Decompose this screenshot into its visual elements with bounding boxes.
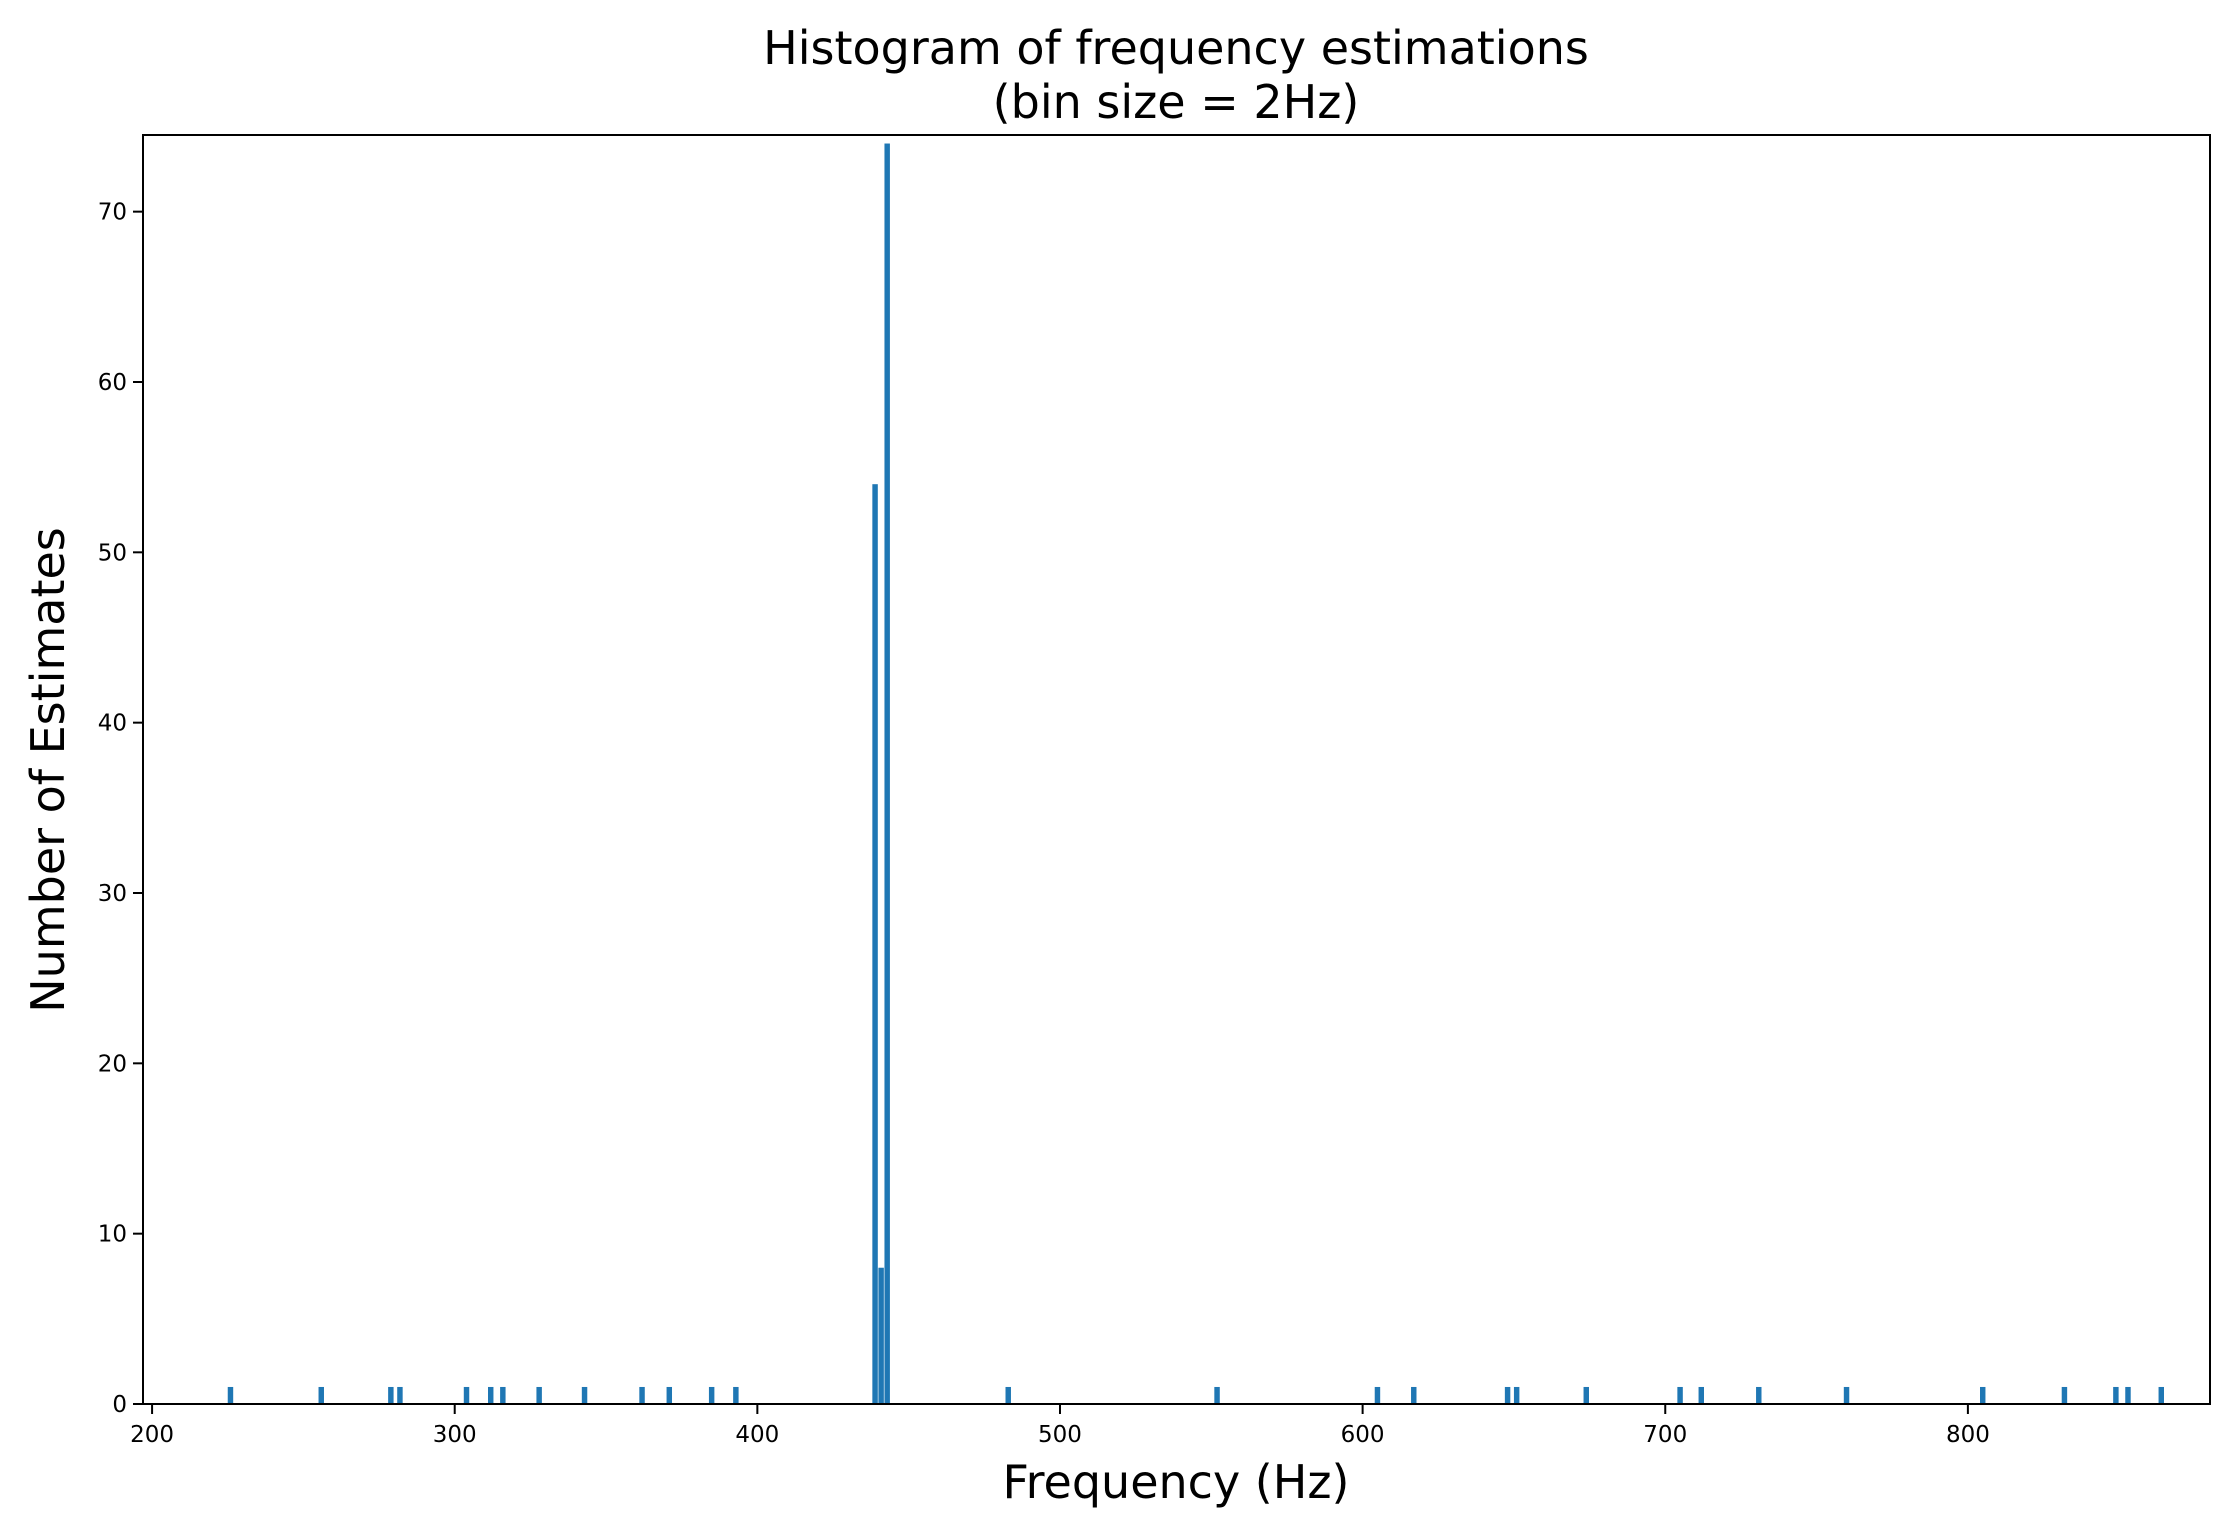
x-tick-label: 700 (1643, 1422, 1687, 1448)
histogram-bar (1504, 1386, 1511, 1404)
chart-subtitle: (bin size = 2Hz) (993, 75, 1360, 129)
histogram-bar (1583, 1386, 1589, 1404)
histogram-bar (1513, 1386, 1520, 1404)
y-tick-label: 70 (98, 200, 127, 226)
x-axis-ticks: 200 300 400 500 600 700 800 (130, 1404, 1990, 1448)
histogram-bar (1756, 1386, 1762, 1404)
histogram-bar (878, 1267, 884, 1404)
y-tick-label: 30 (98, 881, 127, 907)
x-tick-label: 600 (1341, 1422, 1385, 1448)
y-tick-label: 50 (98, 540, 127, 566)
y-tick-label: 0 (112, 1392, 127, 1418)
histogram-bar (2158, 1386, 2164, 1404)
histogram-bar (463, 1386, 470, 1404)
y-tick-label: 10 (98, 1222, 127, 1248)
histogram-bar (227, 1386, 234, 1404)
histogram-bar (1980, 1386, 1986, 1404)
x-tick-label: 400 (735, 1422, 779, 1448)
x-tick-label: 300 (433, 1422, 477, 1448)
histogram-bar (397, 1386, 403, 1404)
histogram-bar (1698, 1386, 1704, 1404)
histogram-bar (500, 1386, 506, 1404)
histogram-bar (2113, 1386, 2119, 1404)
histogram-bar (488, 1386, 494, 1404)
histogram-bar (872, 484, 878, 1404)
plot-frame (142, 134, 2211, 1405)
histogram-bar (639, 1386, 645, 1404)
histogram-bar (1005, 1386, 1011, 1404)
y-axis-ticks: 0 10 20 30 40 50 60 70 (98, 200, 143, 1418)
histogram-bar (2061, 1386, 2068, 1404)
histogram-bar (2125, 1386, 2131, 1404)
histogram-bar (666, 1386, 673, 1404)
histogram-bar (733, 1386, 739, 1404)
histogram-bar (1411, 1386, 1417, 1404)
x-tick-label: 500 (1038, 1422, 1082, 1448)
x-tick-label: 800 (1946, 1422, 1990, 1448)
y-tick-label: 20 (98, 1051, 127, 1077)
histogram-bar (884, 143, 890, 1404)
chart-title: Histogram of frequency estimations (763, 21, 1589, 75)
x-tick-label: 200 (130, 1422, 174, 1448)
histogram-bar (536, 1386, 542, 1404)
histogram-bar (1374, 1386, 1381, 1404)
histogram-bar (581, 1386, 588, 1404)
histogram-bar (1843, 1386, 1850, 1404)
y-tick-label: 40 (98, 711, 127, 737)
histogram-bar (388, 1386, 394, 1404)
y-tick-label: 60 (98, 370, 127, 396)
histogram-bar (318, 1386, 324, 1404)
histogram-bar (708, 1386, 715, 1404)
histogram-bar (1677, 1386, 1683, 1404)
y-axis-label: Number of Estimates (21, 527, 75, 1013)
bar-series (227, 143, 2164, 1404)
x-axis-label: Frequency (Hz) (1003, 1455, 1350, 1509)
histogram-bar (1214, 1386, 1220, 1404)
